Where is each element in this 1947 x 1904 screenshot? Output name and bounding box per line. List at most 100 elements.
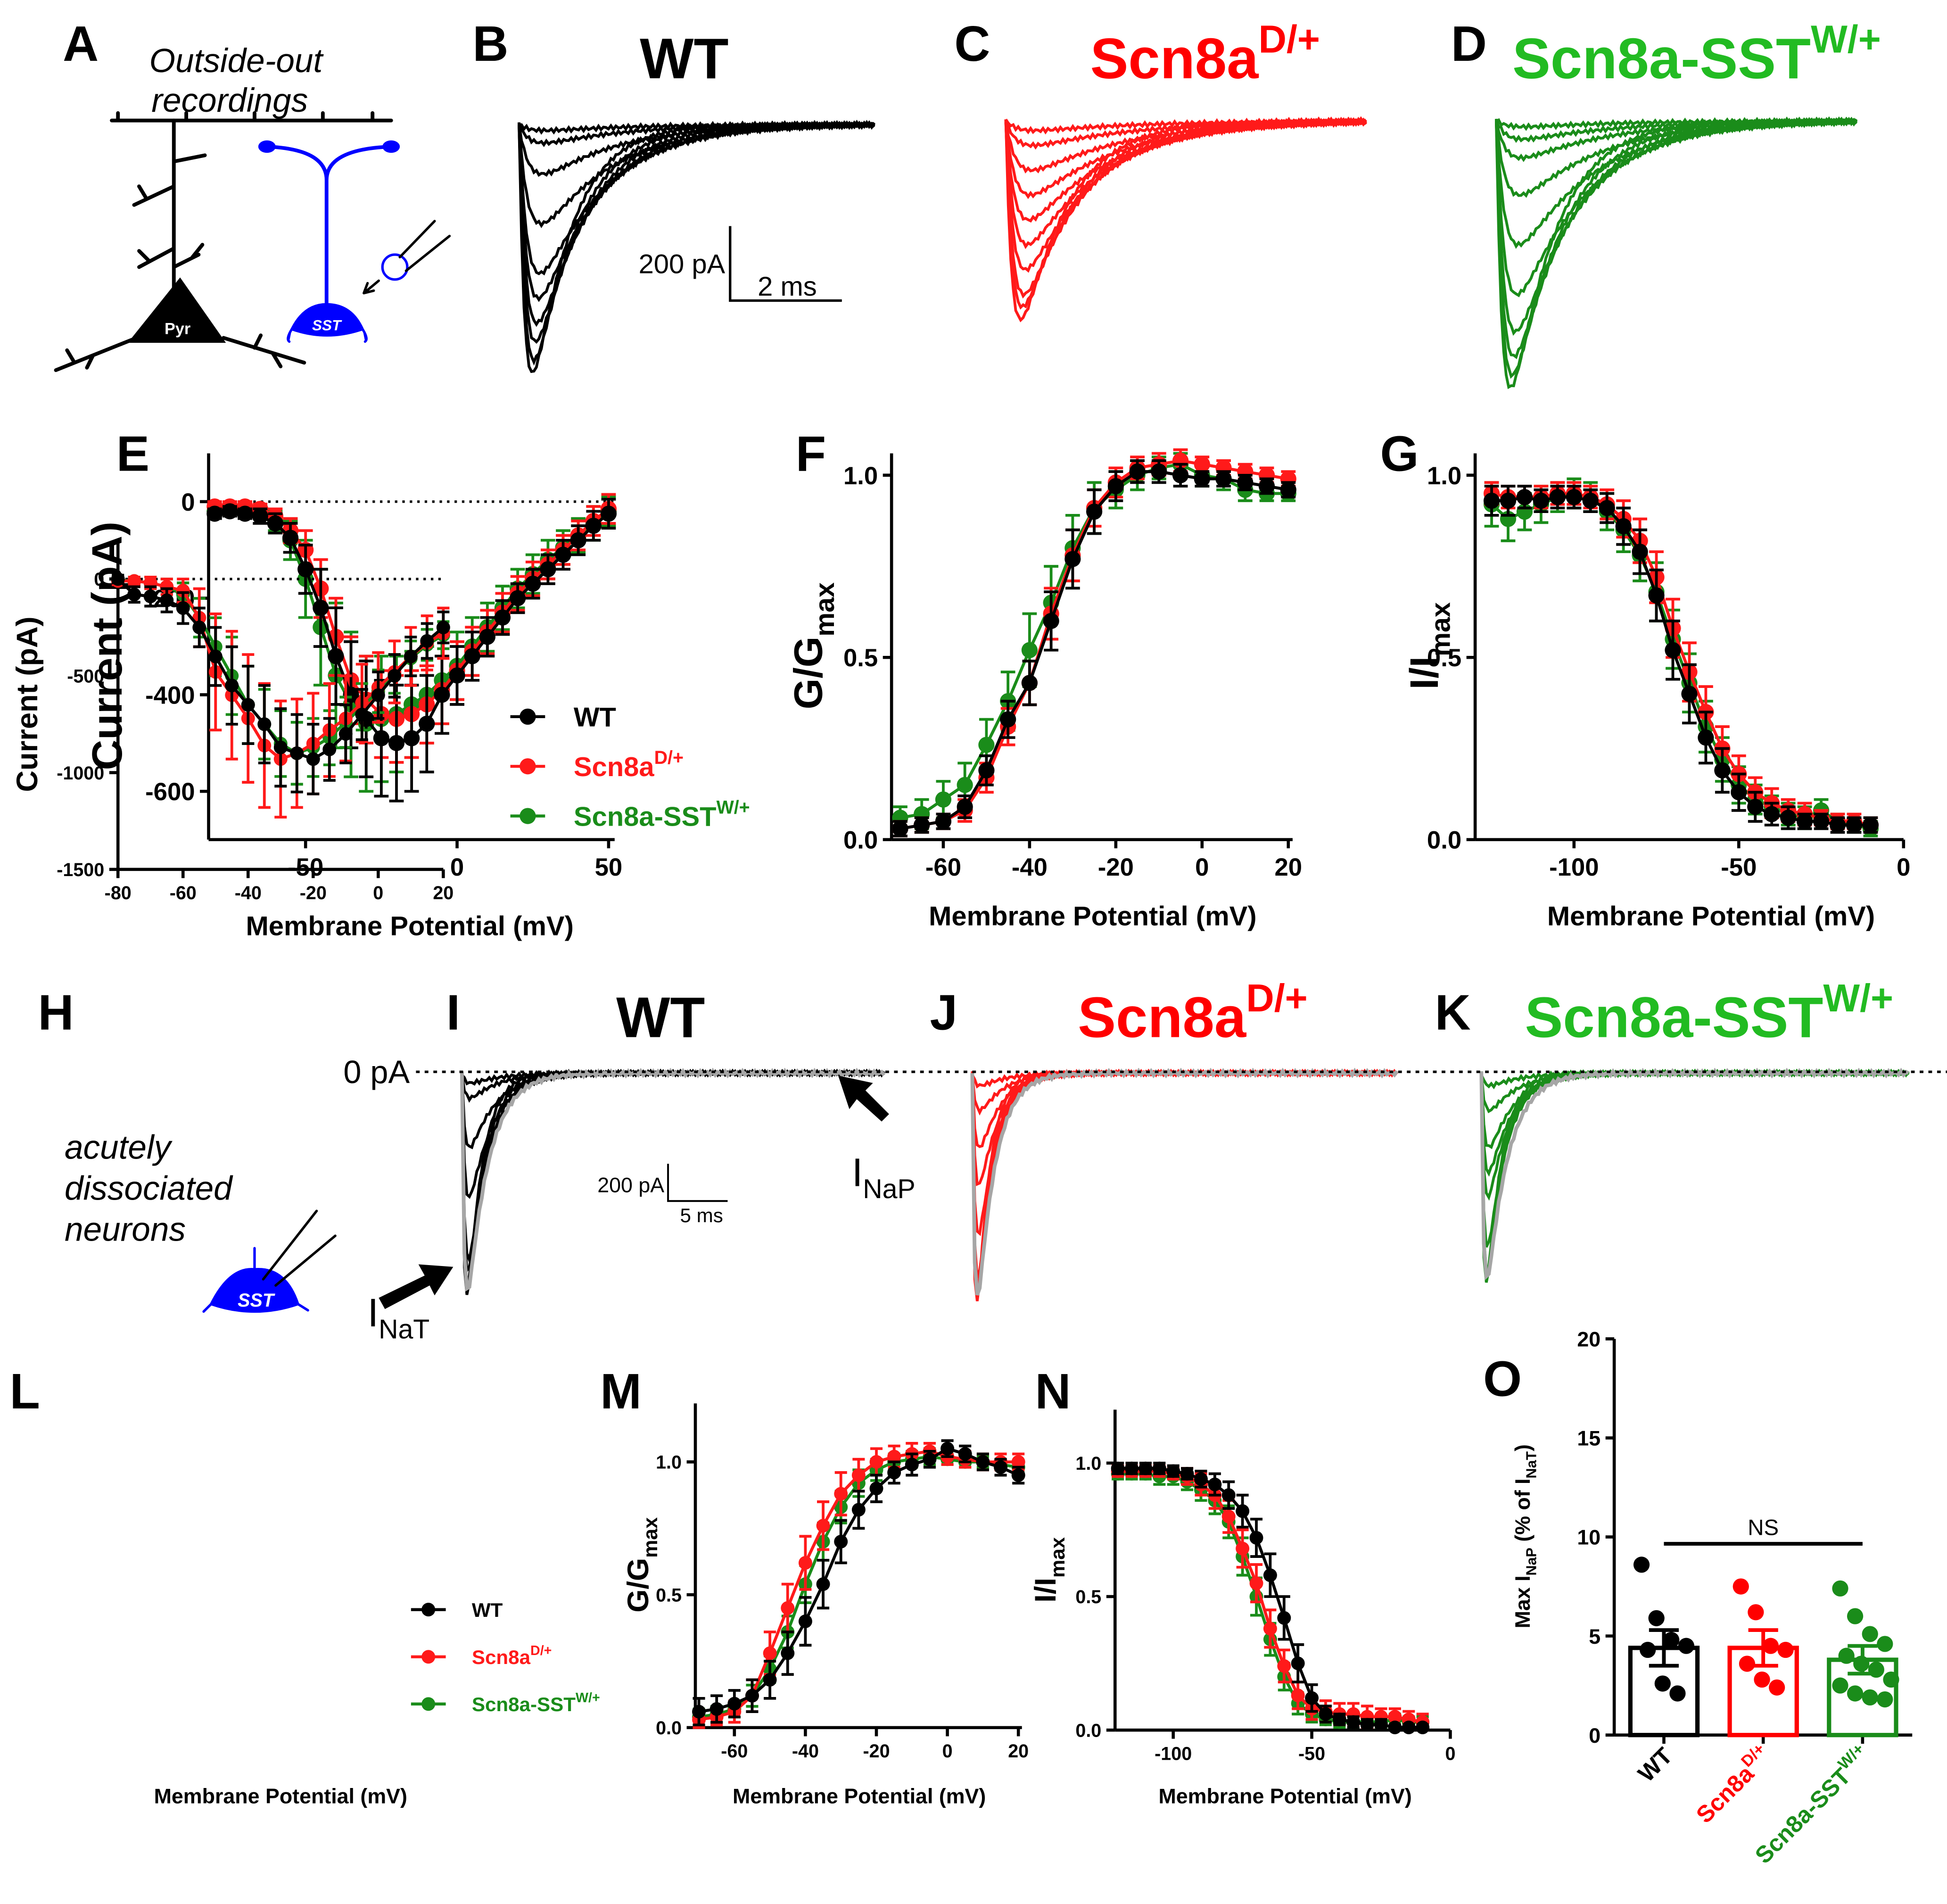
data-point [1291, 1656, 1305, 1671]
data-point [710, 1702, 724, 1716]
data-point [957, 798, 973, 815]
panel-label: E [116, 426, 149, 481]
data-point [192, 621, 206, 635]
trace [460, 1068, 885, 1265]
data-point [1846, 817, 1863, 833]
data-point [1346, 1715, 1361, 1729]
text-part: Scn8a [1078, 985, 1247, 1049]
trace [1479, 1068, 1910, 1281]
text-part: -50 [288, 853, 323, 881]
data-point [1332, 1713, 1346, 1726]
data-point [1277, 1659, 1291, 1673]
data-point [1582, 492, 1599, 509]
data-point [1739, 1656, 1756, 1672]
trace [1005, 116, 1367, 135]
data-point [127, 588, 141, 602]
x-tick-label: 20 [1274, 853, 1302, 881]
trace-title: Scn8aD/+ [1078, 977, 1307, 1050]
data-point [781, 1646, 795, 1660]
data-point [935, 791, 952, 808]
trace [1494, 116, 1857, 389]
data-point [1615, 518, 1632, 535]
data-point [1263, 1568, 1277, 1582]
data-point [1698, 729, 1714, 746]
text-part: O [1483, 1352, 1522, 1407]
text-part: Scn8a-SST [1750, 1763, 1856, 1869]
data-point [160, 593, 174, 607]
y-tick-label: 0.0 [843, 827, 878, 854]
data-point [1832, 1580, 1848, 1597]
data-point [798, 1614, 812, 1628]
supscript: W/+ [1811, 18, 1881, 61]
data-point [1663, 1631, 1680, 1648]
data-point [781, 1601, 795, 1615]
data-point [869, 1482, 883, 1496]
data-point [978, 737, 995, 753]
caption: Outside-out [149, 42, 324, 80]
dendrite [110, 111, 393, 123]
x-tick-label: -100 [1549, 853, 1599, 881]
data-point [892, 820, 908, 837]
trace [971, 1068, 1398, 1301]
text-part: recordings [151, 82, 308, 119]
text-part: 1.0 [1427, 462, 1461, 490]
x-tick-label: WT [1633, 1742, 1678, 1787]
y-tick-label: 0.5 [1075, 1587, 1101, 1607]
subscript: NaP [1523, 1548, 1539, 1575]
data-point [282, 530, 299, 546]
x-axis-label: Membrane Potential (mV) [929, 901, 1256, 931]
arrow-label: INaT [368, 1291, 430, 1344]
data-point [419, 715, 435, 732]
data-point [1483, 492, 1500, 509]
legend-marker [421, 1650, 436, 1664]
y-tick-label: 1.0 [843, 462, 878, 490]
data-point [957, 777, 973, 793]
text-part: -100 [1549, 853, 1599, 881]
data-point [727, 1697, 742, 1711]
data-point [111, 572, 125, 586]
data-point [388, 735, 405, 751]
data-point [1249, 1576, 1263, 1590]
panel-label: A [63, 17, 99, 72]
x-tick-label: Scn8a-SSTW/+ [1748, 1740, 1876, 1869]
data-point [1829, 817, 1846, 833]
y-tick-label: 1.0 [656, 1452, 682, 1473]
y-tick-label: 0.5 [1427, 644, 1461, 672]
trace [971, 1068, 1397, 1279]
supscript: D/+ [1246, 977, 1307, 1020]
trace [1004, 116, 1367, 310]
supscript: D/+ [1259, 18, 1320, 61]
text-part: WT [472, 1599, 503, 1621]
error-bar [1649, 1628, 1679, 1668]
data-point [373, 730, 389, 746]
y-tick-label: 20 [1577, 1328, 1600, 1351]
cell-label: SST [312, 317, 342, 334]
panel-label: H [38, 985, 74, 1041]
data-point [1648, 1610, 1665, 1626]
data-point [322, 742, 337, 756]
data-point [257, 717, 272, 731]
data-point [540, 561, 556, 578]
x-tick-label: 0 [1897, 853, 1910, 881]
data-point [1166, 1464, 1180, 1478]
panel-label: B [472, 17, 508, 72]
scale-bar [729, 226, 842, 302]
x-tick-label: -40 [235, 883, 262, 903]
y-tick-label: 0.0 [1427, 827, 1461, 854]
panel-label: D [1451, 17, 1487, 72]
arrow [838, 1076, 889, 1122]
data-point [143, 589, 157, 604]
data-point [1883, 1671, 1899, 1688]
y-axis-label: G/Gmax [786, 582, 840, 709]
x-tick-label: 0 [1195, 853, 1209, 881]
text-part: neurons [65, 1211, 186, 1248]
y-tick-label: 5 [1589, 1625, 1600, 1648]
data-point [1777, 1641, 1794, 1658]
text-part: Max I [1511, 1575, 1534, 1628]
text-part: NS [1748, 1515, 1779, 1540]
data-point [935, 813, 952, 830]
text-part: Scn8a-SST [574, 802, 717, 832]
data-point [958, 1447, 972, 1461]
data-point [355, 707, 369, 721]
